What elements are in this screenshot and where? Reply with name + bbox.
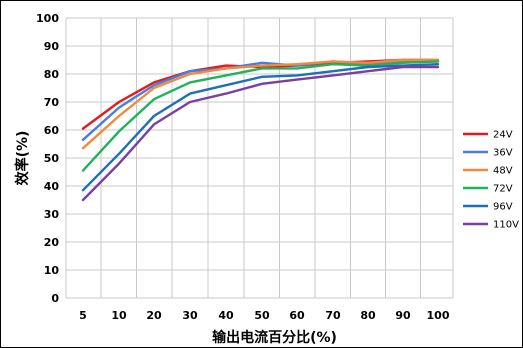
grid (65, 17, 454, 299)
x-tick-label: 100 (427, 309, 450, 322)
y-axis-label: 效率(%) (14, 131, 31, 186)
x-tick-label: 20 (146, 309, 162, 322)
legend-label: 110V (493, 220, 519, 231)
x-axis-label: 输出电流百分比(%) (212, 329, 337, 346)
y-tick-label: 60 (44, 124, 60, 137)
y-tick-label: 30 (44, 208, 60, 221)
series-line-48v (81, 58, 440, 150)
series-line-110v (81, 65, 440, 202)
x-tick-label: 90 (395, 309, 411, 322)
x-tick-label: 30 (182, 309, 198, 322)
y-tick-label: 40 (44, 180, 60, 193)
series-line-96v (81, 63, 440, 192)
y-axis-ticks: 0 10 20 30 40 50 60 70 80 90 100 (36, 12, 59, 305)
legend-label: 72V (493, 184, 513, 195)
x-tick-label: 40 (218, 309, 234, 322)
x-tick-label: 80 (360, 309, 376, 322)
y-tick-label: 80 (44, 68, 60, 81)
series-lines (81, 58, 440, 202)
x-axis-ticks: 5 10 20 30 40 50 60 70 80 90 100 (79, 309, 450, 322)
y-tick-label: 10 (44, 264, 60, 277)
legend-label: 96V (493, 202, 513, 213)
y-tick-label: 90 (44, 40, 60, 53)
x-tick-label: 10 (111, 309, 127, 322)
legend: 24V 36V 48V 72V 96V 110V (463, 130, 519, 231)
x-tick-label: 70 (325, 309, 341, 322)
y-tick-label: 50 (44, 152, 60, 165)
legend-label: 24V (493, 130, 513, 141)
x-tick-label: 60 (289, 309, 305, 322)
series-line-72v (81, 60, 440, 172)
y-tick-label: 20 (44, 236, 60, 249)
y-tick-label: 0 (51, 292, 59, 305)
y-tick-label: 70 (44, 96, 60, 109)
x-tick-label: 50 (254, 309, 270, 322)
x-tick-label: 5 (79, 309, 87, 322)
series-line-36v (81, 60, 440, 142)
y-tick-label: 100 (36, 12, 59, 25)
legend-label: 48V (493, 166, 513, 177)
legend-label: 36V (493, 148, 513, 159)
